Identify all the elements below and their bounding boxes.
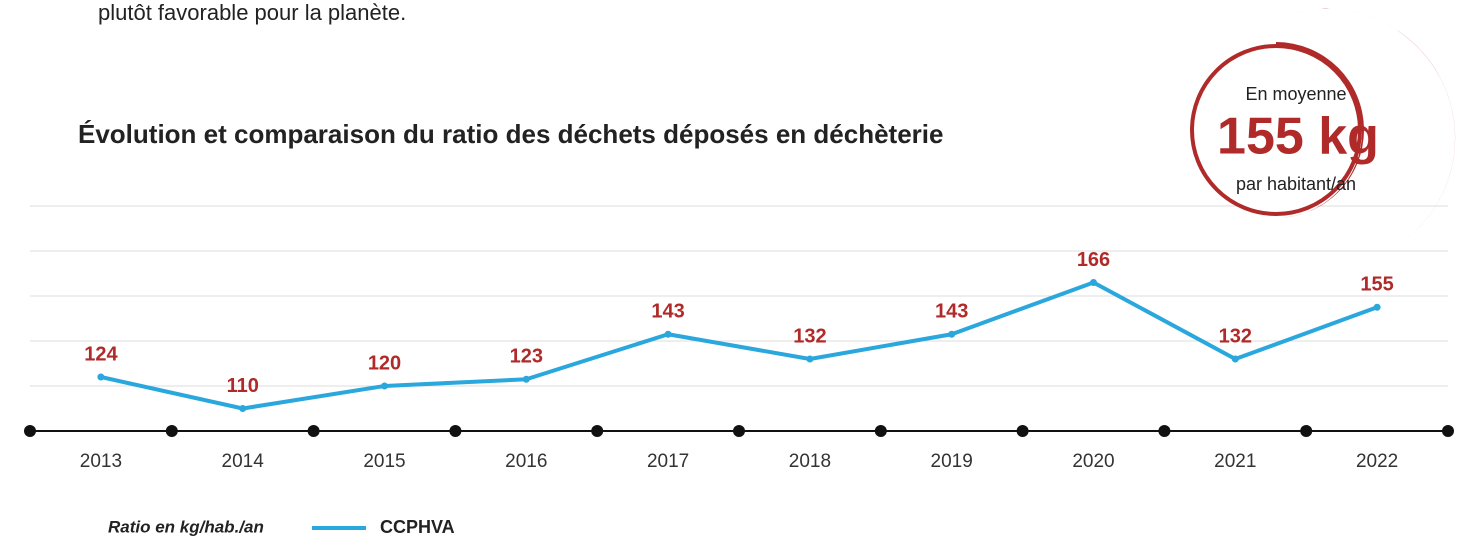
point xyxy=(522,375,530,383)
series-line xyxy=(100,280,1378,411)
data-label: 132 xyxy=(793,325,826,347)
x-tick-label: 2016 xyxy=(505,451,547,472)
axis-dot xyxy=(165,425,178,437)
chart-title: Évolution et comparaison du ratio des dé… xyxy=(78,119,943,149)
badge-circle xyxy=(1190,44,1362,216)
x-tick-label: 2015 xyxy=(363,451,405,472)
badge-value: 155 kg xyxy=(1217,108,1379,166)
data-label: 123 xyxy=(510,346,543,368)
data-label: 143 xyxy=(935,301,968,323)
badge: En moyenne 155 kg par habitant/an xyxy=(1190,8,1456,263)
axis-dot xyxy=(449,425,462,437)
point xyxy=(664,330,672,338)
point xyxy=(948,330,956,338)
data-label: 143 xyxy=(651,301,684,323)
x-tick-label: 2017 xyxy=(647,451,689,472)
x-tick-label: 2022 xyxy=(1356,451,1398,472)
badge-top: En moyenne xyxy=(1245,84,1346,104)
data-label: 166 xyxy=(1077,249,1110,271)
axis-dot xyxy=(1442,425,1454,437)
note: Ratio en kg/hab./an xyxy=(108,517,264,536)
data-label: 132 xyxy=(1219,325,1252,347)
point xyxy=(1090,279,1097,286)
badge-bottom: par habitant/an xyxy=(1236,174,1356,194)
point xyxy=(239,405,247,412)
x-tick-label: 2014 xyxy=(222,451,265,472)
point xyxy=(381,382,388,390)
point xyxy=(806,355,814,363)
point xyxy=(1231,355,1239,363)
axis-dot xyxy=(874,425,887,437)
data-label: 110 xyxy=(227,375,259,397)
axis-dot xyxy=(591,425,604,437)
x-tick-label: 2019 xyxy=(931,451,973,472)
point xyxy=(1373,303,1381,311)
axis-dot xyxy=(307,425,320,437)
axis-dot xyxy=(1300,425,1313,437)
axis-dot xyxy=(1016,425,1029,437)
x-tick-label: 2021 xyxy=(1214,451,1256,472)
axis-dot xyxy=(1158,425,1171,437)
point xyxy=(97,373,105,381)
x-tick-label: 2020 xyxy=(1072,451,1114,472)
x-tick-label: 2018 xyxy=(789,451,831,472)
x-tick-label: 2013 xyxy=(80,451,122,472)
axis-dot xyxy=(733,425,745,437)
intro-text: plutôt favorable pour la planète. xyxy=(98,0,406,25)
axis-dot xyxy=(24,425,36,437)
data-label: 124 xyxy=(84,343,118,365)
legend-label: CCPHVA xyxy=(380,517,455,537)
data-label: 120 xyxy=(368,352,401,374)
data-label: 155 xyxy=(1360,274,1393,296)
